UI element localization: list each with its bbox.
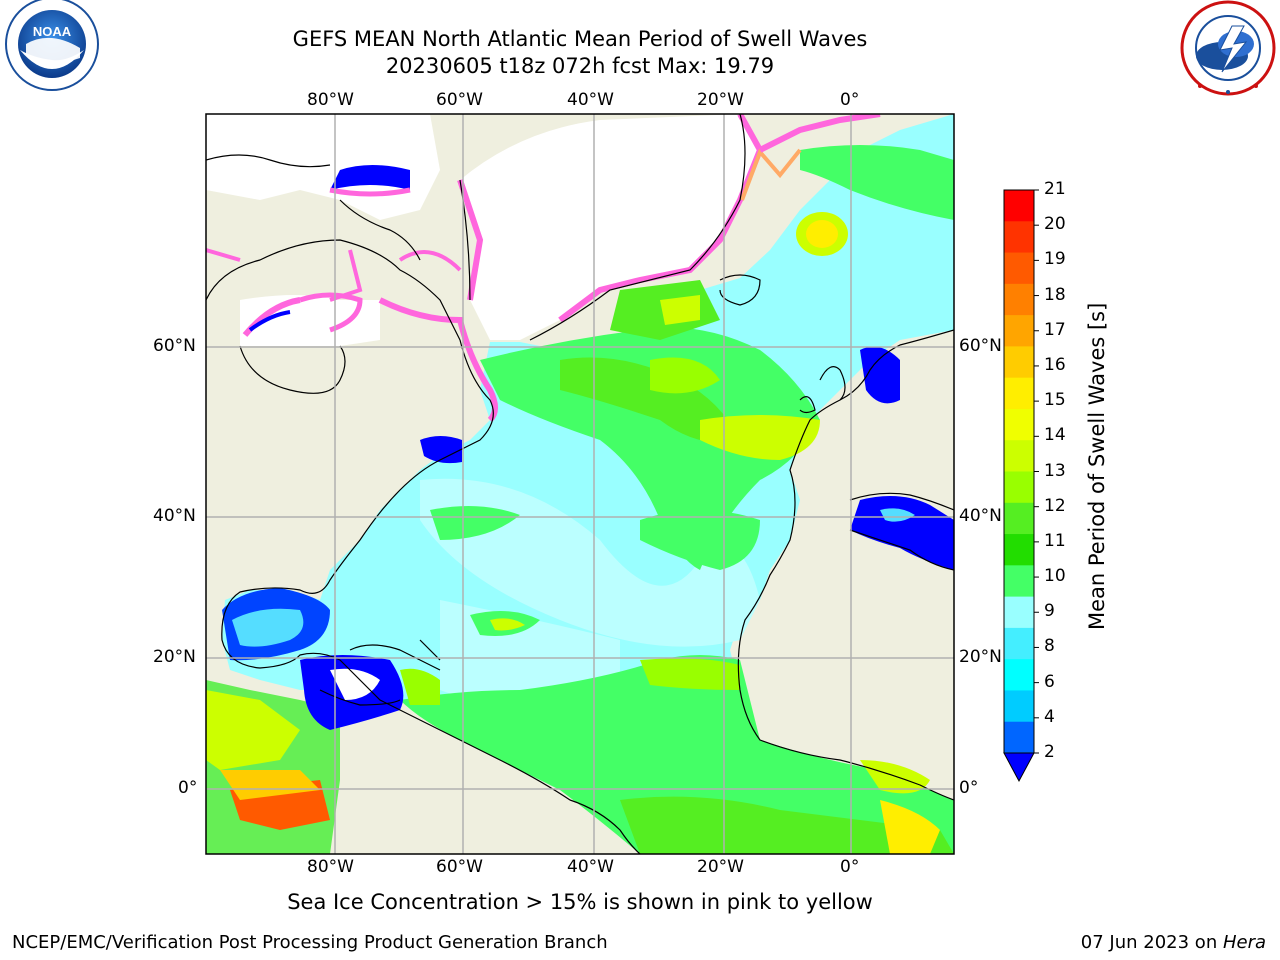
lon-label-bottom-1: 80°W (307, 857, 354, 877)
colorbar-tick-label: 21 (1044, 179, 1066, 199)
colorbar-segment (1004, 408, 1034, 441)
colorbar-segment (1004, 502, 1034, 535)
colorbar-segment (1004, 534, 1034, 566)
colorbar-segment (1004, 315, 1034, 347)
colorbar-segment (1004, 377, 1034, 410)
mediterranean-sea (850, 496, 954, 570)
colorbar-tick-label: 2 (1044, 742, 1055, 762)
footer-credit: NCEP/EMC/Verification Post Processing Pr… (12, 932, 608, 953)
colorbar-tick-label: 16 (1044, 354, 1066, 375)
colorbar-segment (1004, 283, 1034, 316)
lon-label-bottom-3: 40°W (567, 857, 614, 877)
colorbar-segment (1004, 471, 1034, 504)
lon-label-bottom-2: 60°W (436, 857, 483, 877)
colorbar-segment (1004, 565, 1034, 598)
nws-logo-icon (1180, 0, 1276, 96)
colorbar-segment (1004, 252, 1034, 285)
colorbar-tick-label: 8 (1044, 636, 1055, 657)
chart-title-line2: 20230605 t18z 072h fcst Max: 19.79 (385, 54, 775, 78)
chart-title-line1: GEFS MEAN North Atlantic Mean Period of … (292, 27, 868, 51)
map-frame (205, 113, 955, 855)
colorbar-extend-arrow (1003, 752, 1035, 783)
colorbar-tick-label: 14 (1044, 425, 1066, 446)
lon-label-top-5: 0° (840, 90, 860, 110)
colorbar-tick-label: 19 (1044, 249, 1066, 270)
coastlines (206, 114, 954, 854)
swell-green-tropics (400, 655, 954, 854)
colorbar-tick-label: 18 (1044, 284, 1066, 305)
greenland-ice (460, 114, 760, 340)
sea-ice-caption: Sea Ice Concentration > 15% is shown in … (287, 890, 873, 914)
lon-label-bottom-4: 20°W (697, 857, 744, 877)
colorbar-tick-label: 12 (1044, 495, 1066, 516)
colorbar-segment (1004, 721, 1034, 754)
lon-label-bottom-5: 0° (840, 857, 860, 877)
lon-label-top-2: 60°W (436, 90, 483, 110)
colorbar-tick-label: 15 (1044, 390, 1066, 411)
lat-label-left-1: 60°N (153, 336, 196, 356)
colorbar-tick-label: 17 (1044, 319, 1066, 340)
colorbar-tick-label: 10 (1044, 566, 1066, 587)
graticule (206, 114, 954, 854)
colorbar-tick-label: 11 (1044, 530, 1066, 551)
map-content (206, 114, 954, 854)
colorbar-tick-label: 6 (1044, 671, 1055, 692)
lon-label-top-4: 20°W (697, 90, 744, 110)
lat-label-right-3: 20°N (959, 647, 1002, 667)
lat-label-left-4: 0° (178, 778, 198, 798)
colorbar-tick-label: 9 (1044, 601, 1055, 622)
colorbar-tick-label: 20 (1044, 214, 1066, 235)
colorbar-segment (1004, 659, 1034, 691)
lat-label-right-2: 40°N (959, 506, 1002, 526)
lat-label-right-1: 60°N (959, 336, 1002, 356)
lon-label-top-1: 80°W (307, 90, 354, 110)
colorbar-segment (1004, 221, 1034, 254)
footer-date-text: 07 Jun 2023 on (1080, 932, 1223, 953)
colorbar-segment (1004, 690, 1034, 723)
colorbar-segment (1004, 190, 1034, 222)
footer-host: Hera (1222, 932, 1266, 953)
lat-label-left-2: 40°N (153, 506, 196, 526)
lon-label-top-3: 40°W (567, 90, 614, 110)
noaa-logo-text: NOAA (33, 24, 72, 39)
noaa-logo-icon: NOAA (5, 0, 99, 91)
lat-label-left-3: 20°N (153, 647, 196, 667)
colorbar (1003, 189, 1039, 783)
colorbar-tick-label: 13 (1044, 460, 1066, 481)
footer-date: 07 Jun 2023 on Hera (1081, 932, 1266, 953)
colorbar-title: Mean Period of Swell Waves [s] (1085, 302, 1109, 630)
ocean-main (222, 114, 954, 854)
colorbar-tick-label: 4 (1044, 706, 1055, 727)
colorbar-segment (1004, 596, 1034, 629)
colorbar-segment (1004, 627, 1034, 660)
lat-label-right-4: 0° (959, 778, 979, 798)
colorbar-segment (1004, 346, 1034, 379)
colorbar-segment (1004, 440, 1034, 472)
